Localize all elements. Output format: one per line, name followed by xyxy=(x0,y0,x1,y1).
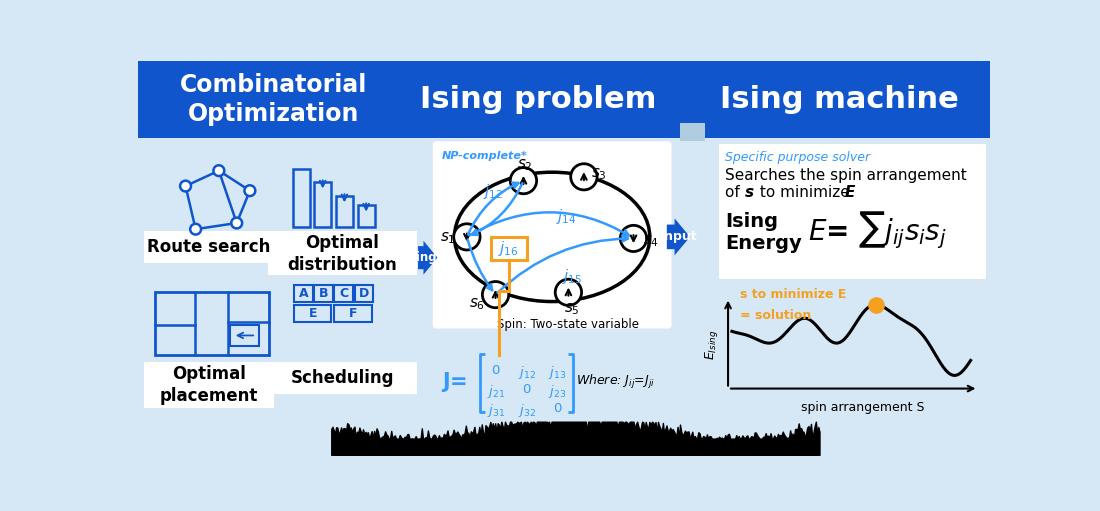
Bar xyxy=(267,231,417,275)
Text: D: D xyxy=(359,287,369,299)
Text: to minimize: to minimize xyxy=(756,184,855,199)
Circle shape xyxy=(620,225,647,251)
Text: input: input xyxy=(660,230,696,243)
Bar xyxy=(680,123,705,142)
Text: $j_{23}$: $j_{23}$ xyxy=(549,383,566,400)
Text: $\mathbf{J}$=: $\mathbf{J}$= xyxy=(440,369,466,393)
Bar xyxy=(154,292,270,356)
Text: spin arrangement S: spin arrangement S xyxy=(801,401,925,414)
Circle shape xyxy=(180,181,191,192)
Circle shape xyxy=(571,164,597,190)
Bar xyxy=(315,182,331,227)
Bar xyxy=(334,285,353,301)
Text: Ising machine: Ising machine xyxy=(719,85,958,114)
Bar xyxy=(358,205,375,227)
Text: = solution: = solution xyxy=(739,309,811,322)
Circle shape xyxy=(453,224,480,250)
Text: $E$= $\sum j_{ij}s_is_j$: $E$= $\sum j_{ij}s_is_j$ xyxy=(807,209,947,251)
Bar xyxy=(138,61,990,138)
FancyArrow shape xyxy=(418,241,438,274)
Text: $s_2$: $s_2$ xyxy=(517,157,532,173)
Bar xyxy=(230,324,260,346)
Circle shape xyxy=(190,224,201,235)
Text: s to minimize E: s to minimize E xyxy=(739,288,846,301)
Text: $j_{13}$: $j_{13}$ xyxy=(549,364,566,381)
Text: $j_{12}$: $j_{12}$ xyxy=(483,182,504,201)
Circle shape xyxy=(556,279,582,306)
Bar xyxy=(315,285,333,301)
Circle shape xyxy=(483,282,508,308)
Text: $0$: $0$ xyxy=(553,403,562,415)
Text: A: A xyxy=(298,287,308,299)
Text: Optimal
distribution: Optimal distribution xyxy=(287,234,397,274)
Bar xyxy=(294,285,312,301)
Text: $j_{31}$: $j_{31}$ xyxy=(486,403,505,420)
Text: Route search: Route search xyxy=(147,238,271,256)
Circle shape xyxy=(510,168,537,194)
Text: Optimal
placement: Optimal placement xyxy=(160,365,258,405)
Text: $s_6$: $s_6$ xyxy=(469,296,485,312)
Text: F: F xyxy=(349,307,358,319)
Text: $E_{Ising}$: $E_{Ising}$ xyxy=(703,330,720,360)
Text: $j_{14}$: $j_{14}$ xyxy=(557,206,578,225)
Text: $0$: $0$ xyxy=(491,364,501,377)
Text: $j_{15}$: $j_{15}$ xyxy=(562,267,583,287)
Text: Scheduling: Scheduling xyxy=(290,369,394,387)
Bar xyxy=(354,285,373,301)
FancyBboxPatch shape xyxy=(432,142,671,329)
Bar xyxy=(144,362,274,408)
Text: $j_{12}$: $j_{12}$ xyxy=(518,364,536,381)
Text: of: of xyxy=(725,184,745,199)
Text: s: s xyxy=(745,184,755,199)
Text: E: E xyxy=(308,307,317,319)
Text: $j_{32}$: $j_{32}$ xyxy=(518,403,536,420)
Text: $s_3$: $s_3$ xyxy=(592,166,607,181)
Text: $j_{16}$: $j_{16}$ xyxy=(498,239,519,258)
Bar xyxy=(334,305,372,321)
Circle shape xyxy=(244,185,255,196)
Text: Ising
Energy: Ising Energy xyxy=(725,212,802,253)
Bar xyxy=(336,196,353,227)
Text: mapping: mapping xyxy=(379,251,437,264)
Bar xyxy=(144,231,274,263)
Text: $s_1$: $s_1$ xyxy=(440,230,456,246)
Circle shape xyxy=(213,165,224,176)
Text: $0$: $0$ xyxy=(521,383,531,396)
Bar xyxy=(294,305,331,321)
Text: $j_{21}$: $j_{21}$ xyxy=(486,383,505,400)
FancyArrow shape xyxy=(667,218,690,256)
Bar xyxy=(138,138,990,455)
Text: C: C xyxy=(339,287,349,299)
Bar xyxy=(718,145,986,279)
Bar xyxy=(491,237,527,260)
Text: NP-complete*: NP-complete* xyxy=(442,151,528,160)
Circle shape xyxy=(231,218,242,228)
Bar xyxy=(267,362,417,394)
Text: E: E xyxy=(845,184,856,199)
Text: Searches the spin arrangement: Searches the spin arrangement xyxy=(725,168,967,182)
Text: $s_4$: $s_4$ xyxy=(642,234,659,249)
Text: Combinatorial
Optimization: Combinatorial Optimization xyxy=(179,74,366,126)
Text: Specific purpose solver: Specific purpose solver xyxy=(725,151,870,164)
Text: Spin: Two-state variable: Spin: Two-state variable xyxy=(496,318,639,331)
Text: $s_5$: $s_5$ xyxy=(563,301,580,317)
Text: Where: $J_{ij}$=$J_{ji}$: Where: $J_{ij}$=$J_{ji}$ xyxy=(576,373,654,390)
Text: B: B xyxy=(319,287,328,299)
Bar xyxy=(293,169,309,227)
Text: Ising problem: Ising problem xyxy=(420,85,657,114)
